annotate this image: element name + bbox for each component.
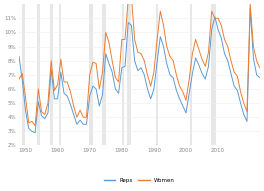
Bar	[50, 4, 53, 146]
Bar	[127, 4, 131, 146]
Bar	[156, 4, 158, 146]
Bar	[59, 4, 61, 146]
Bar	[37, 4, 40, 146]
Bar	[122, 4, 124, 146]
Legend: Reps, Women: Reps, Women	[102, 176, 177, 185]
Bar	[190, 4, 192, 146]
Bar	[211, 4, 216, 146]
Bar	[102, 4, 106, 146]
Bar	[89, 4, 93, 146]
Bar	[251, 4, 252, 146]
Bar	[22, 4, 25, 146]
